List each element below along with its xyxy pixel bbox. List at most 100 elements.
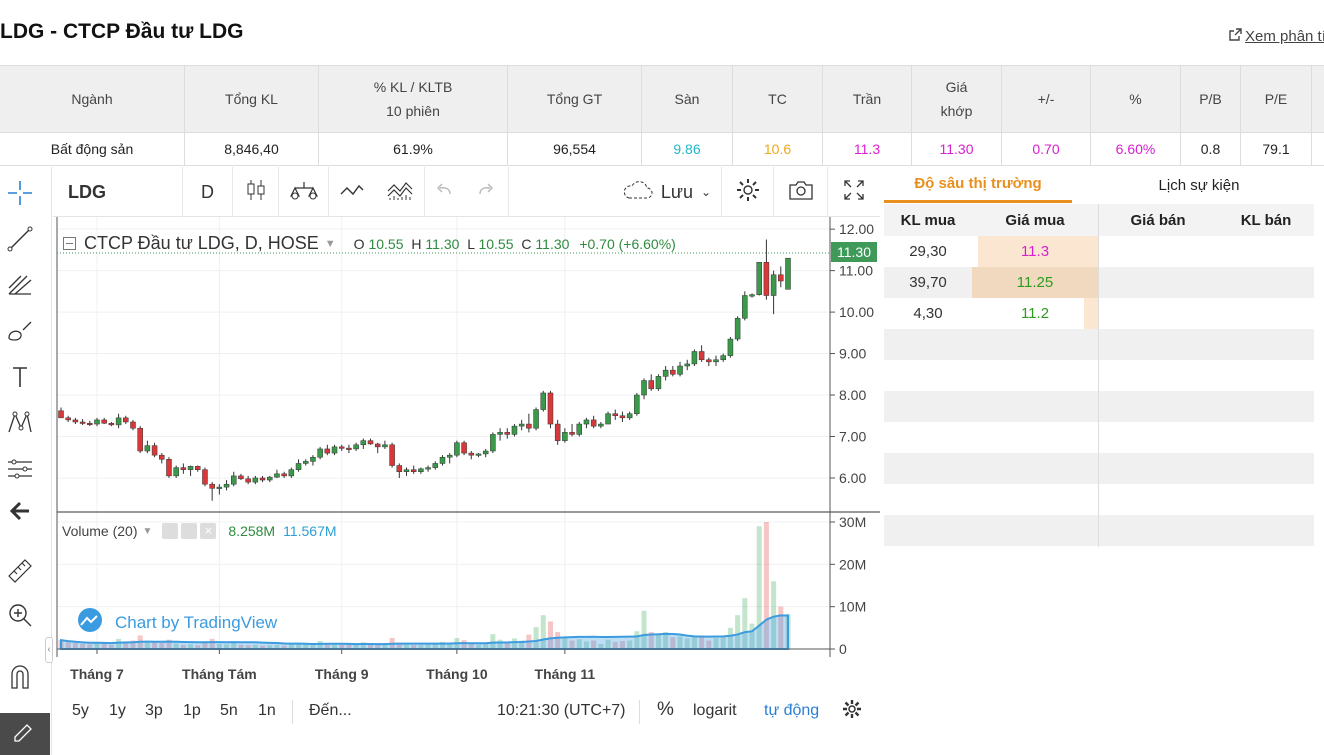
last-price-tag: 11.30 <box>837 244 871 260</box>
compare-button[interactable] <box>279 167 329 217</box>
collapse-legend-icon[interactable] <box>63 237 76 250</box>
candle-body <box>749 294 755 297</box>
interval-button[interactable]: D <box>183 167 233 217</box>
prediction-tool[interactable] <box>2 453 38 489</box>
chart-settings-button[interactable] <box>722 167 774 217</box>
volume-bar <box>605 639 611 649</box>
fullscreen-icon <box>842 178 866 207</box>
log-scale-button[interactable]: logarit <box>693 702 737 719</box>
volume-bar <box>699 636 705 649</box>
candle-body <box>432 463 439 468</box>
fib-tool[interactable] <box>2 269 38 305</box>
measure-lines-icon <box>5 454 35 489</box>
eye-icon[interactable] <box>162 523 179 539</box>
view-analysis-link[interactable]: Xem phân tích <box>1229 28 1324 45</box>
candle-body <box>475 453 482 456</box>
range-1m[interactable]: 1p <box>183 702 201 719</box>
tab-event-calendar[interactable]: Lịch sự kiện <box>1158 176 1240 194</box>
range-5y[interactable]: 5y <box>72 702 89 719</box>
collapse-toolbar-handle[interactable]: ‹ <box>45 637 53 663</box>
volume-bar <box>173 643 179 649</box>
candle-body <box>331 446 338 454</box>
close-icon[interactable]: × <box>200 523 217 539</box>
percent-scale-button[interactable]: % <box>657 699 674 720</box>
depth-header-row: KL mua Giá mua Giá bán KL bán <box>884 204 1314 236</box>
candle-body <box>518 423 525 427</box>
crosshair-icon <box>5 178 35 213</box>
col-kl-ban: KL bán <box>1240 211 1292 229</box>
header-gia-khop: Giá khớp <box>912 66 1002 132</box>
lock-drawings-tool[interactable] <box>0 713 50 755</box>
volume-bar <box>303 644 309 649</box>
volume-bar <box>778 606 784 649</box>
brush-tool[interactable] <box>2 315 38 351</box>
volume-bar <box>490 634 496 649</box>
chevron-down-icon: ⌄ <box>701 185 712 199</box>
stats-value-row: Bất động sản 8,846,40 61.9% 96,554 9.86 … <box>0 133 1324 166</box>
candle-body <box>756 262 762 295</box>
price-tick-label: 11.00 <box>839 263 873 279</box>
range-5d[interactable]: 5n <box>220 702 238 719</box>
candle-body <box>526 423 532 429</box>
tab-market-depth[interactable]: Độ sâu thị trường <box>884 167 1072 203</box>
value-pct: 6.60% <box>1091 133 1181 165</box>
range-1y[interactable]: 1y <box>109 702 126 719</box>
volume-bar <box>144 640 150 649</box>
header-pe: P/E <box>1241 66 1312 132</box>
candle-body <box>274 473 280 478</box>
trend-line-tool[interactable] <box>2 223 38 259</box>
depth-gia-mua: 11.2 <box>1020 305 1050 322</box>
templates-button[interactable] <box>375 167 425 217</box>
zoom-tool[interactable] <box>2 599 38 635</box>
volume-bar <box>720 636 726 649</box>
tradingview-watermark[interactable]: Chart by TradingView <box>73 607 277 638</box>
fullscreen-button[interactable] <box>828 167 880 217</box>
candle-body <box>662 369 669 377</box>
text-tool[interactable] <box>2 361 38 397</box>
candle-body <box>605 413 611 425</box>
volume-bar <box>382 644 388 649</box>
ruler-icon <box>5 556 35 591</box>
zoom-in-icon <box>5 600 35 635</box>
auto-scale-button[interactable]: tự động <box>764 702 820 719</box>
header-tran: Trần <box>823 66 912 132</box>
crosshair-tool[interactable] <box>2 177 38 213</box>
undo-button[interactable] <box>425 167 463 217</box>
back-arrow-tool[interactable] <box>2 495 38 531</box>
value-change: 0.70 <box>1002 133 1091 165</box>
candle-body <box>504 432 511 435</box>
volume-bar <box>742 598 748 649</box>
value-gia-khop: 11.30 <box>912 133 1002 165</box>
save-button[interactable]: Lưu ⌄ <box>611 167 722 217</box>
indicators-button[interactable] <box>329 167 375 217</box>
candle-body <box>742 295 748 319</box>
candle-body <box>223 483 230 488</box>
candle-body <box>187 466 194 470</box>
symbol-search-button[interactable]: LDG <box>53 167 183 217</box>
trend-line-icon <box>5 224 35 259</box>
chart-type-button[interactable] <box>233 167 279 217</box>
legend-dropdown-icon[interactable]: ▼ <box>324 237 336 250</box>
snapshot-button[interactable] <box>774 167 828 217</box>
volume-bar <box>281 645 287 649</box>
chart-pane[interactable]: 12.00 11.00 10.00 9.00 8.00 7.00 6.00 30M 20M 10… <box>53 217 880 707</box>
magnet-tool[interactable] <box>2 661 38 697</box>
volume-bar <box>288 643 294 649</box>
redo-button[interactable] <box>463 167 509 217</box>
candle-body <box>123 417 129 423</box>
value-nganh: Bất động sản <box>0 133 185 165</box>
gear-icon <box>842 700 862 723</box>
candle-body <box>79 421 86 424</box>
footer-settings-button[interactable] <box>842 699 862 724</box>
range-3m[interactable]: 3p <box>145 702 163 719</box>
goto-date-button[interactable]: Đến... <box>309 702 352 719</box>
settings-small-icon[interactable] <box>181 523 198 539</box>
pattern-tool[interactable] <box>2 407 38 443</box>
volume-dropdown-icon[interactable]: ▼ <box>142 525 153 537</box>
volume-bar <box>677 636 683 649</box>
range-1d[interactable]: 1n <box>258 702 276 719</box>
depth-row: 29,30 11.3 <box>884 236 1314 267</box>
ruler-tool[interactable] <box>2 555 38 591</box>
candle-body <box>180 467 187 470</box>
candles <box>58 239 791 501</box>
